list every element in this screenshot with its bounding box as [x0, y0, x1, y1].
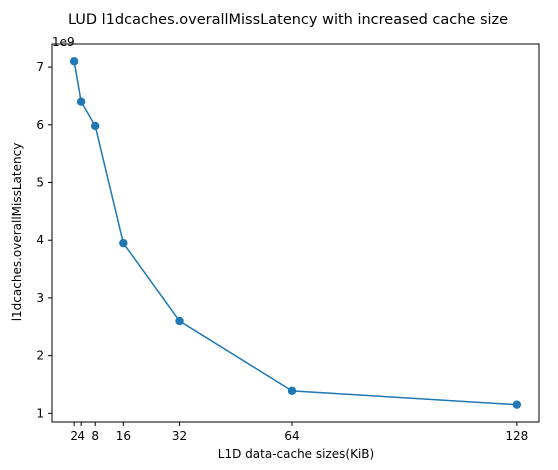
data-point: [512, 400, 522, 409]
y-axis: 1 2 3 4 5 6 7: [36, 60, 52, 420]
x-axis: 2 4 8 16 32 64 128: [70, 422, 528, 443]
chart-title: LUD l1dcaches.overallMissLatency with in…: [68, 12, 508, 28]
y-tick-label: 1: [36, 406, 44, 420]
x-axis-label: L1D data-cache sizes(KiB): [218, 447, 374, 461]
series-line: [73, 61, 517, 406]
x-tick-label: 64: [284, 429, 299, 443]
x-tick-label: 4: [77, 429, 85, 443]
x-tick-label: 2: [70, 429, 78, 443]
data-point: [91, 121, 100, 131]
y-tick-label: 3: [36, 291, 44, 305]
plot-frame: [51, 43, 540, 423]
y-tick-label: 6: [36, 118, 44, 132]
y-tick-label: 7: [36, 60, 44, 74]
data-point: [175, 316, 184, 326]
data-point: [119, 238, 128, 248]
data-point: [76, 97, 86, 106]
y-tick-label: 5: [36, 176, 44, 190]
y-tick-label: 4: [36, 233, 44, 247]
x-tick-label: 16: [116, 429, 131, 443]
y-offset-label: 1e9: [52, 35, 75, 49]
x-tick-label: 128: [505, 429, 528, 443]
y-axis-label: l1dcaches.overallMissLatency: [10, 143, 24, 322]
data-point: [287, 386, 297, 396]
x-tick-label: 8: [91, 429, 99, 443]
x-tick-label: 32: [172, 429, 187, 443]
data-point: [69, 57, 79, 66]
series-layer: [69, 57, 522, 409]
y-tick-label: 2: [36, 349, 44, 363]
